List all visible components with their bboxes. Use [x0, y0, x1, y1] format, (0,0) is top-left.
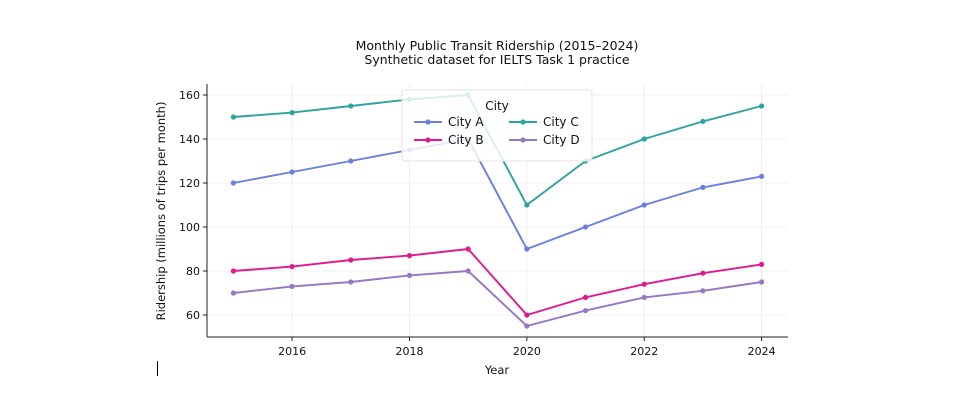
legend-entry-city-c: City C [509, 115, 579, 129]
data-point [289, 264, 295, 270]
y-tick-label: 140 [179, 133, 200, 146]
data-point [348, 279, 354, 285]
data-point [582, 308, 589, 314]
data-point [524, 246, 530, 252]
legend-marker [425, 119, 431, 125]
axes: 2016 2018 2020 2022 2024 60 80 100 120 140 160 [179, 84, 788, 358]
data-point [758, 173, 765, 179]
data-point [289, 169, 295, 175]
x-axis-label: Year [484, 363, 510, 377]
data-point [582, 224, 589, 230]
y-tick-label: 100 [179, 221, 200, 234]
data-point [758, 261, 765, 267]
legend-entry-city-b: City B [414, 133, 484, 147]
legend-label: City C [543, 115, 579, 129]
legend-marker [520, 137, 526, 143]
data-point [465, 246, 471, 252]
data-point [524, 323, 530, 329]
chart-subtitle: Synthetic dataset for IELTS Task 1 pract… [364, 52, 629, 67]
y-tick-label: 60 [186, 309, 200, 322]
legend-entry-city-a: City A [414, 115, 484, 129]
data-point [641, 294, 647, 300]
x-tick-label: 2024 [748, 345, 776, 358]
data-point [758, 103, 765, 109]
data-point [700, 270, 706, 276]
data-point [641, 202, 647, 208]
y-axis-label: Ridership (millions of trips per month) [154, 102, 168, 321]
data-point [230, 114, 237, 120]
data-point [465, 268, 471, 274]
data-point [758, 279, 765, 285]
series-line [233, 138, 762, 250]
data-point [230, 180, 237, 186]
data-point [348, 158, 354, 164]
series-line [233, 270, 762, 327]
x-tick-label: 2020 [513, 345, 541, 358]
y-tick-label: 160 [179, 89, 200, 102]
legend-label: City D [543, 133, 580, 147]
data-point [524, 312, 530, 318]
text-cursor [157, 361, 158, 376]
legend-marker [425, 137, 431, 143]
y-tick-label: 120 [179, 177, 200, 190]
data-point [348, 257, 354, 263]
data-point [700, 184, 706, 190]
series-city-b [230, 246, 765, 318]
legend-label: City A [448, 115, 484, 129]
legend-box [401, 89, 593, 162]
series-line [233, 248, 762, 316]
data-point [641, 281, 647, 287]
data-point [230, 268, 237, 274]
legend-title: City [485, 99, 509, 113]
chart-title: Monthly Public Transit Ridership (2015–2… [356, 38, 639, 53]
data-point [524, 202, 530, 208]
series-city-d [230, 268, 765, 329]
y-tick-label: 80 [186, 265, 200, 278]
x-tick-label: 2022 [630, 345, 658, 358]
data-point [700, 118, 706, 124]
data-point [289, 283, 295, 289]
data-point [641, 136, 647, 142]
x-tick-label: 2016 [278, 345, 306, 358]
data-point [700, 288, 706, 294]
data-point [348, 103, 354, 109]
data-point [406, 253, 413, 259]
legend-marker [520, 119, 526, 125]
data-point [582, 294, 589, 300]
data-point [406, 272, 413, 278]
legend-entry-city-d: City D [509, 133, 580, 147]
data-point [289, 110, 295, 116]
legend-label: City B [448, 133, 484, 147]
data-point [230, 290, 237, 296]
x-tick-label: 2018 [395, 345, 423, 358]
